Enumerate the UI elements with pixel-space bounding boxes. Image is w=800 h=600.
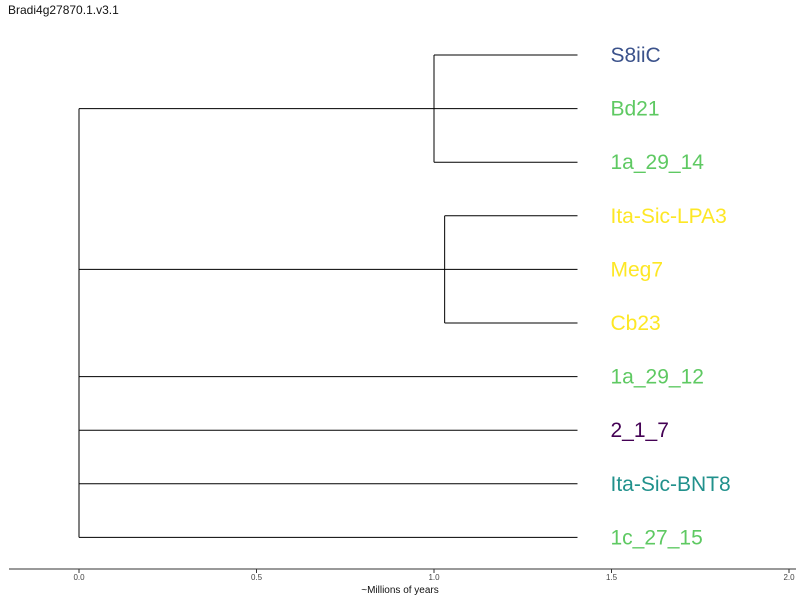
x-axis: 0.0 0.5 1.0 1.5 2.0 ~Millions of years <box>9 568 796 596</box>
tree-branches <box>78 54 578 538</box>
leaf-label: Ita-Sic-BNT8 <box>611 473 731 496</box>
leaf-labels: S8iiC Bd21 1a_29_14 Ita-Sic-LPA3 Meg7 Cb23 1a_… <box>611 44 731 549</box>
leaf-label: 1a_29_14 <box>611 151 705 174</box>
leaf-label: S8iiC <box>611 44 661 67</box>
x-tick-label: 0.5 <box>251 573 263 582</box>
leaf-label: 1c_27_15 <box>611 526 703 549</box>
leaf-label: Meg7 <box>611 258 664 281</box>
x-axis-ticks: 0.0 0.5 1.0 1.5 2.0 <box>73 569 795 582</box>
x-axis-label: ~Millions of years <box>361 585 439 596</box>
leaf-label: 1a_29_12 <box>611 366 704 389</box>
page-title: Bradi4g27870.1.v3.1 <box>8 3 119 17</box>
x-tick-label: 1.0 <box>428 573 440 582</box>
x-tick-label: 2.0 <box>783 573 795 582</box>
leaf-label: Ita-Sic-LPA3 <box>611 205 727 228</box>
x-tick-label: 0.0 <box>73 573 85 582</box>
x-tick-label: 1.5 <box>606 573 618 582</box>
leaf-label: Cb23 <box>611 312 661 335</box>
leaf-label: Bd21 <box>611 98 660 121</box>
leaf-label: 2_1_7 <box>611 419 669 442</box>
